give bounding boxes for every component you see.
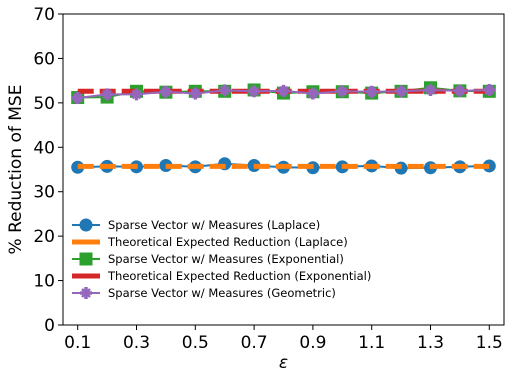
data-point (249, 86, 259, 97)
x-tick-label: 1.5 (476, 333, 503, 353)
legend-marker (81, 288, 91, 298)
plot-frame (62, 13, 505, 326)
y-tick-label: 30 (33, 183, 55, 203)
y-tick-label: 10 (33, 272, 55, 292)
x-tick-label: 0.1 (64, 333, 91, 353)
series-layer (71, 81, 496, 175)
data-point (278, 85, 289, 96)
x-tick-label: 1.3 (417, 333, 444, 353)
legend-marker (79, 252, 93, 266)
legend-label: Sparse Vector w/ Measures (Exponential) (108, 252, 344, 266)
legend-entry: Theoretical Expected Reduction (Laplace) (72, 235, 348, 249)
x-tick-label: 1.1 (358, 333, 385, 353)
data-point (219, 85, 230, 96)
data-point (366, 86, 377, 97)
legend: Sparse Vector w/ Measures (Laplace) Theor… (72, 218, 371, 300)
data-point (455, 85, 465, 96)
data-point (161, 86, 171, 97)
y-axis-label: % Reduction of MSE (6, 85, 26, 255)
legend-label: Sparse Vector w/ Measures (Geometric) (108, 286, 336, 300)
y-tick-label: 0 (44, 316, 55, 336)
legend-entry: Theoretical Expected Reduction (Exponent… (72, 269, 371, 283)
data-point (131, 89, 142, 100)
data-point (337, 86, 348, 97)
y-tick-label: 60 (33, 49, 55, 69)
legend-entry: Sparse Vector w/ Measures (Geometric) (72, 286, 336, 300)
axes: 0 10 20 30 40 50 60 70 0.1 0.3 0.5 0.7 0.9 1.1 1.3 1.5 (33, 5, 505, 353)
x-tick-label: 0.5 (182, 333, 209, 353)
legend-label: Theoretical Expected Reduction (Exponent… (107, 269, 371, 283)
data-point (396, 86, 406, 97)
legend-entry: Sparse Vector w/ Measures (Exponential) (72, 252, 344, 266)
x-tick-label: 0.9 (299, 333, 326, 353)
x-tick-label: 0.7 (241, 333, 268, 353)
legend-label: Theoretical Expected Reduction (Laplace) (107, 235, 348, 249)
data-point (308, 88, 318, 99)
data-point (484, 85, 495, 95)
x-axis-label: ε (279, 353, 288, 373)
x-tick-label: 0.3 (123, 333, 150, 353)
y-tick-label: 40 (33, 138, 55, 158)
legend-marker (79, 218, 93, 232)
data-point (425, 85, 436, 95)
legend-label: Sparse Vector w/ Measures (Laplace) (108, 218, 320, 232)
series-5 (71, 83, 496, 104)
y-tick-label: 50 (33, 94, 55, 114)
data-point (102, 89, 112, 100)
y-tick-label: 70 (33, 5, 55, 25)
legend-entry: Sparse Vector w/ Measures (Laplace) (72, 218, 320, 232)
data-point (72, 93, 83, 103)
y-tick-label: 20 (33, 227, 55, 247)
data-point (190, 88, 201, 99)
